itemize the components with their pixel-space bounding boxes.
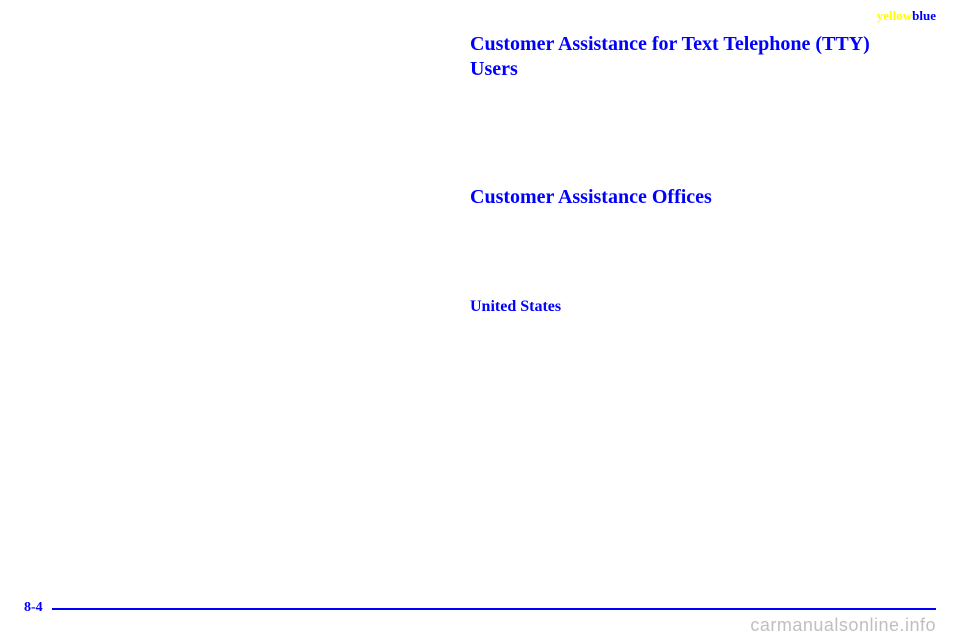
address-line-5: 1-800-458-8006 bbox=[470, 440, 890, 459]
page-number: 8-4 bbox=[24, 600, 43, 616]
paragraph-offices: Cadillac encourages customers to call th… bbox=[470, 220, 890, 277]
right-column: Customer Assistance for Text Telephone (… bbox=[470, 32, 890, 498]
paragraph-tty: To assist customers who are deaf, hard o… bbox=[470, 92, 890, 149]
subheading-us: United States bbox=[470, 298, 890, 316]
address-line-1: Cadillac Motor Car Division bbox=[470, 324, 890, 343]
address-line-4: Pontiac, MI 48343-6004 bbox=[470, 411, 890, 430]
address-line-2: Cadillac Consumer Relations Center bbox=[470, 353, 890, 372]
address-line-6: 1-800-833-2622 (TTY) bbox=[470, 469, 890, 488]
heading-tty: Customer Assistance for Text Telephone (… bbox=[470, 32, 890, 82]
heading-offices: Customer Assistance Offices bbox=[470, 185, 890, 210]
header-word-blue: blue bbox=[912, 8, 936, 23]
footer-rule bbox=[52, 608, 936, 610]
header-corner: yellowblue bbox=[877, 8, 936, 24]
address-line-3: P.O. Box 436004 bbox=[470, 382, 890, 401]
page: yellowblue Customer Assistance for Text … bbox=[0, 0, 960, 640]
watermark: carmanualsonline.info bbox=[750, 615, 936, 636]
header-word-yellow: yellow bbox=[877, 8, 912, 23]
